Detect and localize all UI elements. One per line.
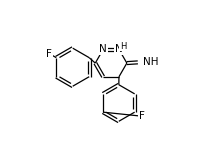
Text: NH: NH <box>143 57 158 67</box>
Text: H: H <box>120 42 126 51</box>
Text: F: F <box>139 111 145 121</box>
Text: F: F <box>46 49 52 59</box>
Text: N: N <box>99 44 107 54</box>
Text: N: N <box>115 44 123 54</box>
